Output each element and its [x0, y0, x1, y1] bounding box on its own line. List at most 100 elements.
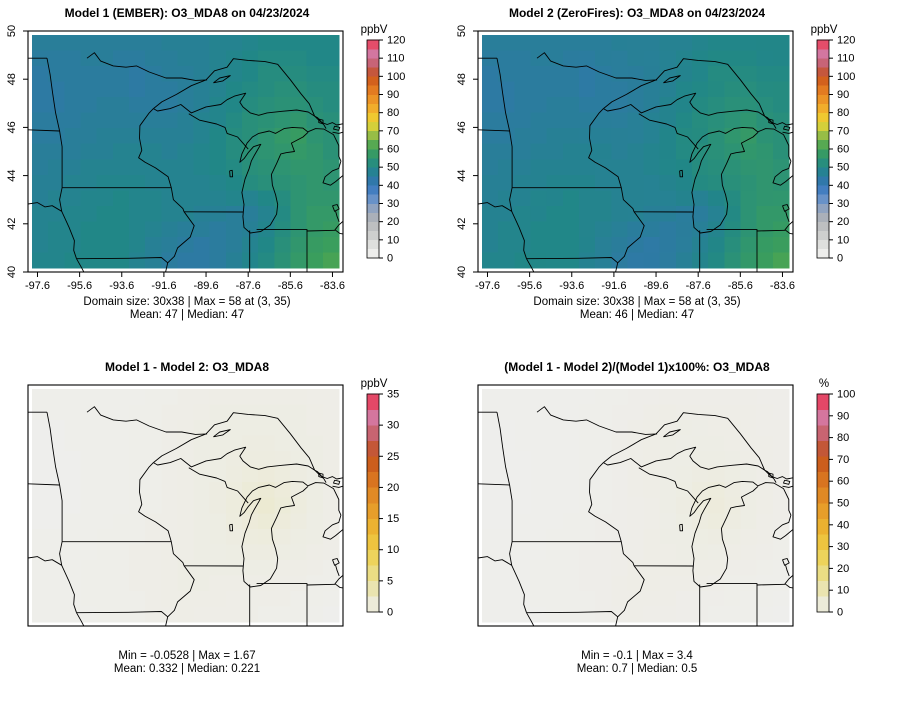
svg-text:44: 44 — [6, 169, 18, 181]
svg-text:40: 40 — [387, 180, 399, 192]
svg-text:90: 90 — [837, 410, 849, 422]
svg-text:20: 20 — [837, 563, 849, 575]
svg-text:-97.6: -97.6 — [475, 280, 500, 292]
svg-text:30: 30 — [837, 541, 849, 553]
svg-text:ppbV: ppbV — [811, 24, 838, 36]
stats-line1: Min = -0.0528 | Max = 1.67 — [118, 650, 256, 662]
svg-text:50: 50 — [387, 162, 399, 174]
svg-text:120: 120 — [837, 35, 855, 47]
svg-text:0: 0 — [837, 253, 843, 265]
svg-text:-85.6: -85.6 — [728, 280, 753, 292]
panel-title-difference: Model 1 - Model 2: O3_MDA8 — [104, 360, 270, 374]
svg-text:90: 90 — [837, 89, 849, 101]
stats-line2: Mean: 47 | Median: 47 — [129, 309, 245, 321]
svg-text:10: 10 — [837, 585, 849, 597]
map-canvas-percent-difference: 0 10 20 30 40 50 60 70 80 90 100% — [477, 378, 855, 627]
stats-line2: Mean: 0.332 | Median: 0.221 — [113, 663, 261, 675]
panel-stats-model2: Domain size: 30x38 | Max = 58 at (3, 35)… — [450, 296, 824, 322]
svg-text:80: 80 — [387, 107, 399, 119]
stats-line1: Domain size: 30x38 | Max = 58 at (3, 35) — [533, 296, 741, 308]
svg-text:70: 70 — [837, 125, 849, 137]
panel-stats-percent-difference: Min = -0.1 | Max = 3.4 Mean: 0.7 | Media… — [450, 650, 824, 676]
svg-text:-91.6: -91.6 — [151, 280, 176, 292]
svg-text:48: 48 — [456, 73, 468, 85]
svg-text:120: 120 — [387, 35, 405, 47]
stats-line2: Mean: 0.7 | Median: 0.5 — [576, 663, 698, 675]
svg-text:-95.6: -95.6 — [517, 280, 542, 292]
svg-text:10: 10 — [837, 234, 849, 246]
svg-text:0: 0 — [387, 253, 393, 265]
panel-title-percent-difference: (Model 1 - Model 2)/(Model 1)x100%: O3_M… — [504, 360, 770, 374]
svg-text:46: 46 — [6, 121, 18, 133]
svg-text:40: 40 — [456, 266, 468, 278]
svg-text:100: 100 — [837, 71, 855, 83]
svg-text:10: 10 — [387, 544, 399, 556]
svg-text:44: 44 — [456, 169, 468, 181]
svg-text:40: 40 — [6, 266, 18, 278]
panel-stats-difference: Min = -0.0528 | Max = 1.67 Mean: 0.332 |… — [0, 650, 374, 676]
svg-text:15: 15 — [387, 513, 399, 525]
svg-text:0: 0 — [837, 607, 843, 619]
panel-title-model1: Model 1 (EMBER): O3_MDA8 on 04/23/2024 — [64, 6, 310, 20]
svg-text:30: 30 — [387, 420, 399, 432]
svg-text:-83.6: -83.6 — [770, 280, 795, 292]
svg-text:-93.6: -93.6 — [109, 280, 134, 292]
svg-text:100: 100 — [387, 71, 405, 83]
svg-text:20: 20 — [387, 216, 399, 228]
svg-text:80: 80 — [837, 107, 849, 119]
svg-text:40: 40 — [837, 519, 849, 531]
svg-text:-93.6: -93.6 — [559, 280, 584, 292]
panel-title-model2: Model 2 (ZeroFires): O3_MDA8 on 04/23/20… — [508, 6, 766, 20]
svg-text:10: 10 — [387, 234, 399, 246]
svg-text:42: 42 — [456, 218, 468, 230]
svg-text:50: 50 — [837, 498, 849, 510]
panel-stats-model1: Domain size: 30x38 | Max = 58 at (3, 35)… — [0, 296, 374, 322]
map-canvas-model1: -97.6 -95.6 -93.6 -91.6 -89.6 -87.6 -85.6 -83.6… — [6, 24, 405, 292]
panel-model1: Model 1 (EMBER): O3_MDA8 on 04/23/2024 -… — [0, 0, 450, 353]
svg-text:90: 90 — [387, 89, 399, 101]
panel-model2: Model 2 (ZeroFires): O3_MDA8 on 04/23/20… — [450, 0, 900, 353]
svg-text:-95.6: -95.6 — [67, 280, 92, 292]
svg-text:25: 25 — [387, 451, 399, 463]
svg-text:46: 46 — [456, 121, 468, 133]
svg-text:30: 30 — [837, 198, 849, 210]
svg-text:70: 70 — [387, 125, 399, 137]
svg-text:50: 50 — [456, 25, 468, 37]
svg-text:-87.6: -87.6 — [236, 280, 261, 292]
svg-text:48: 48 — [6, 73, 18, 85]
svg-text:60: 60 — [837, 144, 849, 156]
svg-text:20: 20 — [837, 216, 849, 228]
svg-text:110: 110 — [837, 53, 855, 65]
svg-text:70: 70 — [837, 454, 849, 466]
svg-text:60: 60 — [387, 144, 399, 156]
stats-line1: Domain size: 30x38 | Max = 58 at (3, 35) — [83, 296, 291, 308]
svg-text:110: 110 — [387, 53, 405, 65]
svg-text:-89.6: -89.6 — [644, 280, 669, 292]
map-canvas-model2: -97.6 -95.6 -93.6 -91.6 -89.6 -87.6 -85.6 -83.6… — [456, 24, 855, 292]
svg-text:5: 5 — [387, 575, 393, 587]
svg-text:50: 50 — [837, 162, 849, 174]
panel-difference: Model 1 - Model 2: O3_MDA8 0 5 10 15 20 25 30 3… — [0, 354, 450, 707]
svg-text:20: 20 — [387, 482, 399, 494]
svg-text:%: % — [819, 378, 829, 390]
svg-text:35: 35 — [387, 389, 399, 401]
svg-text:30: 30 — [387, 198, 399, 210]
svg-text:50: 50 — [6, 25, 18, 37]
svg-text:80: 80 — [837, 432, 849, 444]
svg-text:-83.6: -83.6 — [320, 280, 345, 292]
svg-text:-87.6: -87.6 — [686, 280, 711, 292]
panel-percent-difference: (Model 1 - Model 2)/(Model 1)x100%: O3_M… — [450, 354, 900, 707]
svg-text:60: 60 — [837, 476, 849, 488]
svg-text:0: 0 — [387, 607, 393, 619]
svg-text:ppbV: ppbV — [361, 24, 388, 36]
svg-text:ppbV: ppbV — [361, 378, 388, 390]
stats-line1: Min = -0.1 | Max = 3.4 — [581, 650, 693, 662]
stats-line2: Mean: 46 | Median: 47 — [579, 309, 695, 321]
svg-text:42: 42 — [6, 218, 18, 230]
svg-text:-97.6: -97.6 — [25, 280, 50, 292]
svg-text:-85.6: -85.6 — [278, 280, 303, 292]
svg-text:100: 100 — [837, 389, 855, 401]
svg-text:-91.6: -91.6 — [601, 280, 626, 292]
